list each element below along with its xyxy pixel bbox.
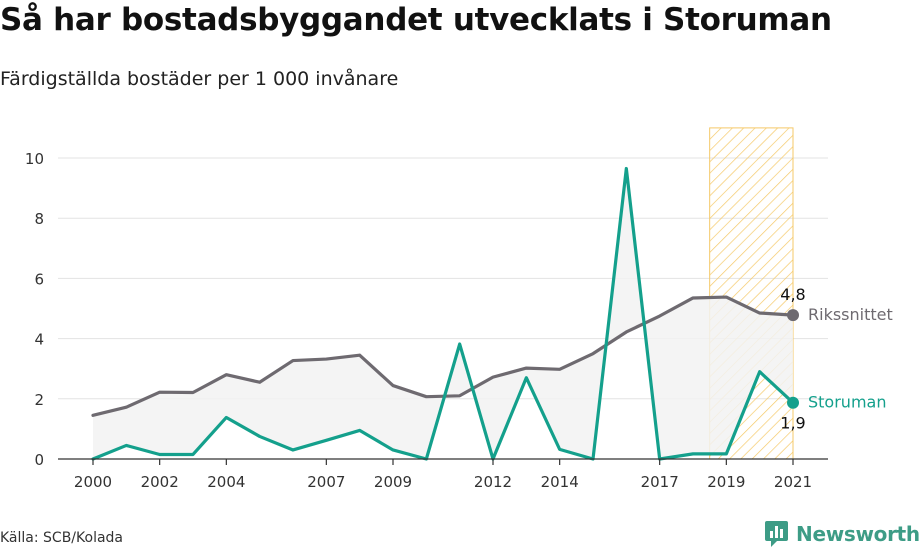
chart-title: Så har bostadsbyggandet utvecklats i Sto… [0, 2, 832, 38]
x-tick-label: 2021 [774, 473, 812, 491]
x-tick-label: 2004 [207, 473, 245, 491]
x-tick-label: 2002 [141, 473, 179, 491]
brand-name: Newsworthy [796, 522, 920, 546]
y-tick-label: 6 [34, 270, 44, 288]
x-axis-labels: 2000 2002 2004 2007 2009 2012 2014 2017 2019 2021 [74, 473, 812, 491]
x-tick-label: 2014 [541, 473, 579, 491]
series-lines [91, 166, 795, 461]
y-tick-label: 10 [25, 150, 44, 168]
brand-logo: Newsworthy [764, 520, 920, 548]
source-note: Källa: SCB/Kolada [0, 530, 124, 546]
end-value-riket: 4,8 [780, 285, 805, 304]
y-axis-labels: 0 2 4 6 8 10 [25, 150, 44, 469]
y-tick-label: 2 [34, 391, 44, 409]
end-dot-storuman [787, 396, 799, 409]
x-axis [58, 458, 828, 465]
x-tick-label: 2017 [641, 473, 679, 491]
x-tick-label: 2007 [307, 473, 345, 491]
series-line-storuman [91, 166, 795, 461]
x-tick-label: 2000 [74, 473, 112, 491]
chart-subtitle: Färdigställda bostäder per 1 000 invånar… [0, 68, 399, 90]
area-between-series [93, 168, 793, 459]
y-tick-label: 0 [34, 451, 44, 469]
y-tick-label: 8 [34, 210, 44, 228]
newsworthy-logo-icon [765, 521, 788, 547]
x-tick-label: 2019 [707, 473, 745, 491]
x-tick-label: 2012 [474, 473, 512, 491]
end-value-storuman: 1,9 [780, 414, 805, 433]
series-label-riket: Rikssnittet [808, 305, 893, 324]
area-fill [93, 168, 793, 459]
end-dot-riket [787, 309, 799, 322]
y-tick-label: 4 [34, 331, 44, 349]
x-tick-label: 2009 [374, 473, 412, 491]
series-label-storuman: Storuman [808, 393, 886, 412]
